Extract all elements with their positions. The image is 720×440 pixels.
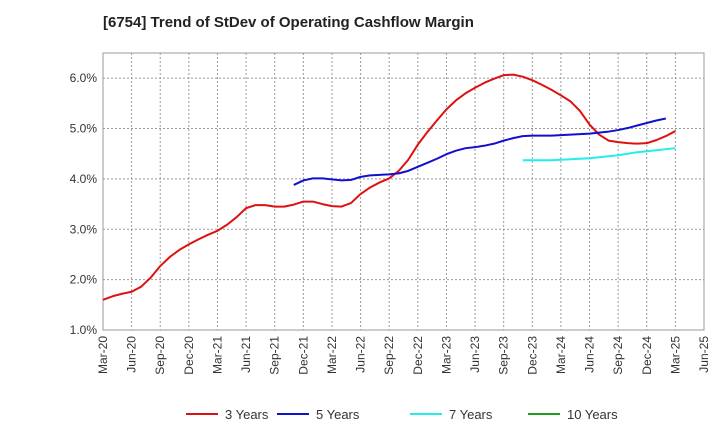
- x-tick-label: Jun-22: [354, 336, 368, 373]
- x-tick-label: Mar-24: [554, 336, 568, 374]
- x-tick-label: Sep-22: [382, 336, 396, 375]
- x-tick-label: Dec-21: [296, 336, 310, 375]
- x-tick-label: Mar-23: [439, 336, 453, 374]
- x-tick-label: Jun-25: [697, 336, 711, 373]
- series-line-7-years: [522, 147, 676, 162]
- x-tick-label: Dec-24: [640, 336, 654, 375]
- x-tick-label: Dec-20: [182, 336, 196, 375]
- chart-title: [6754] Trend of StDev of Operating Cashf…: [103, 14, 474, 31]
- y-tick-label: 3.0%: [70, 222, 98, 236]
- series-line-3-years: [102, 73, 676, 301]
- x-tick-label: Jun-23: [468, 336, 482, 373]
- y-tick-label: 5.0%: [70, 122, 98, 136]
- x-tick-label: Jun-20: [125, 336, 139, 373]
- y-tick-label: 4.0%: [70, 172, 98, 186]
- y-tick-label: 2.0%: [70, 273, 98, 287]
- x-tick-label: Sep-23: [497, 336, 511, 375]
- x-tick-label: Sep-20: [153, 336, 167, 375]
- legend-label: 7 Years: [449, 407, 493, 422]
- legend-label: 3 Years: [225, 407, 269, 422]
- x-tick-label: Mar-21: [210, 336, 224, 374]
- series-line-5-years: [293, 117, 667, 186]
- y-tick-label: 6.0%: [70, 71, 98, 85]
- x-tick-label: Mar-25: [668, 336, 682, 374]
- x-tick-label: Mar-22: [325, 336, 339, 374]
- legend-label: 10 Years: [567, 407, 618, 422]
- x-tick-label: Sep-21: [268, 336, 282, 375]
- legend-label: 5 Years: [316, 407, 360, 422]
- x-tick-label: Dec-23: [525, 336, 539, 375]
- y-tick-label: 1.0%: [70, 323, 98, 337]
- x-tick-label: Mar-20: [96, 336, 110, 374]
- x-tick-label: Jun-24: [583, 336, 597, 373]
- plot-area: [102, 52, 705, 331]
- x-tick-label: Sep-24: [611, 336, 625, 375]
- x-tick-label: Jun-21: [239, 336, 253, 373]
- x-tick-label: Dec-22: [411, 336, 425, 375]
